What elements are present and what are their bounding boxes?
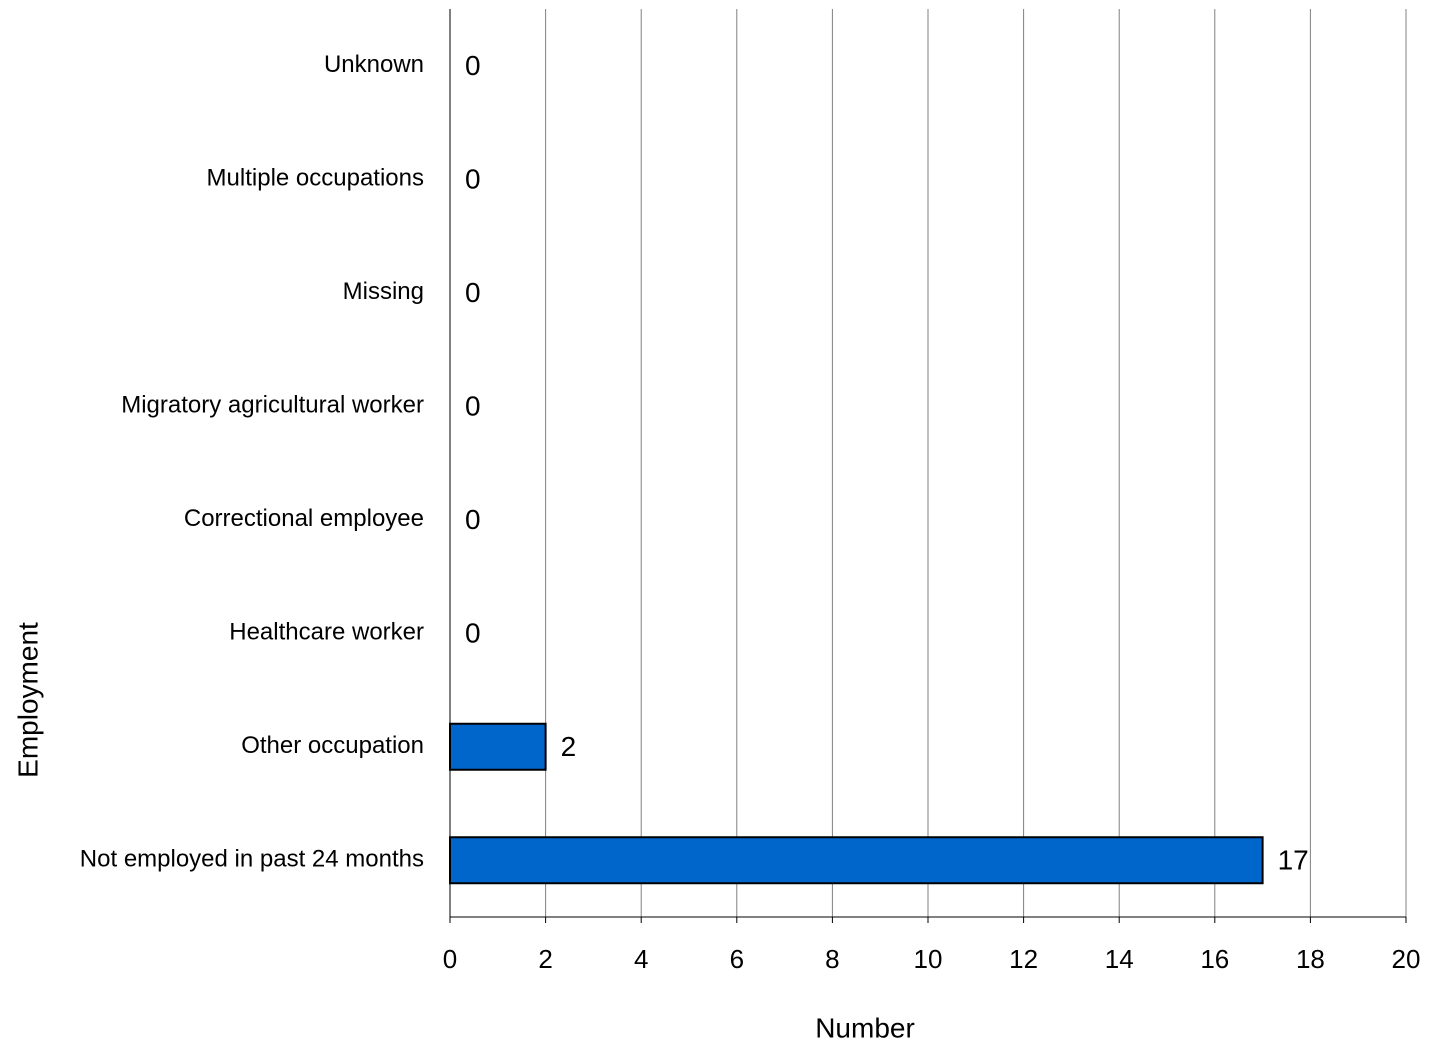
value-label: 0 (465, 277, 481, 308)
x-tick-label: 12 (1009, 944, 1038, 974)
x-tick-label: 16 (1200, 944, 1229, 974)
y-tick-label: Other occupation (241, 732, 424, 759)
x-axis-title: Number (815, 1012, 915, 1043)
bar (449, 836, 1264, 885)
x-tick-label: 10 (914, 944, 943, 974)
x-tick-label: 14 (1105, 944, 1134, 974)
value-label: 0 (465, 618, 481, 649)
bar (449, 722, 547, 771)
x-tick-label: 2 (538, 944, 552, 974)
value-label: 0 (465, 164, 481, 195)
x-tick-label: 0 (443, 944, 457, 974)
value-label: 0 (465, 50, 481, 81)
y-axis-title: Employment (12, 622, 43, 778)
y-tick-label: Unknown (324, 51, 424, 78)
x-tick-label: 8 (825, 944, 839, 974)
x-tick-label: 20 (1392, 944, 1421, 974)
value-label: 0 (465, 504, 481, 535)
value-label: 2 (561, 731, 577, 762)
y-tick-label: Missing (343, 278, 424, 305)
y-tick-label: Not employed in past 24 months (80, 846, 424, 873)
value-label: 0 (465, 391, 481, 422)
y-tick-label: Multiple occupations (207, 165, 424, 192)
y-tick-label: Migratory agricultural worker (121, 392, 424, 419)
x-tick-label: 6 (730, 944, 744, 974)
x-tick-label: 18 (1296, 944, 1325, 974)
y-tick-label: Correctional employee (184, 505, 424, 532)
y-tick-label: Healthcare worker (229, 619, 424, 646)
value-label: 17 (1278, 845, 1309, 876)
x-tick-label: 4 (634, 944, 648, 974)
